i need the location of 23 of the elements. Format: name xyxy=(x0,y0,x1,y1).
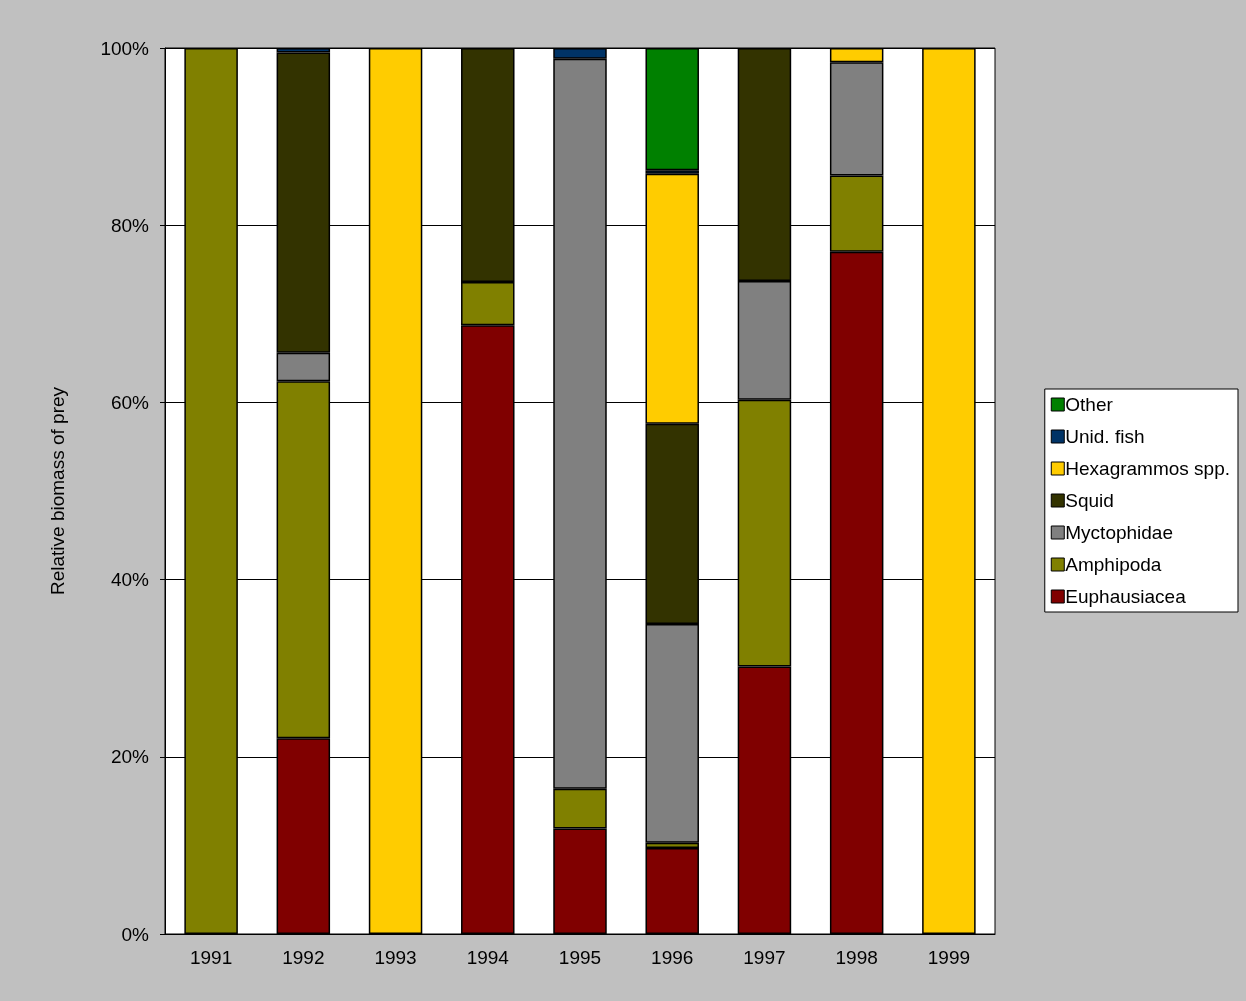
y-tick-label: 80% xyxy=(110,214,150,236)
legend-label: Unid. fish xyxy=(1065,426,1145,447)
x-tick-label: 1997 xyxy=(743,947,786,968)
x-tick-label: 1996 xyxy=(651,947,694,968)
x-tick-label: 1991 xyxy=(189,947,233,968)
x-tick-label: 1992 xyxy=(282,947,325,968)
x-tick-label: 1993 xyxy=(374,947,417,968)
y-tick-label: 0% xyxy=(121,923,150,945)
x-tick-label: 1995 xyxy=(558,947,602,968)
legend-label: Hexagrammos spp. xyxy=(1065,458,1231,479)
y-axis-title: Relative biomass of prey xyxy=(47,386,68,596)
legend-label: Amphipoda xyxy=(1065,554,1162,575)
legend-label: Euphausiacea xyxy=(1065,586,1187,607)
x-tick-label: 1998 xyxy=(835,947,878,968)
legend-label: Myctophidae xyxy=(1065,522,1174,543)
legend-label: Squid xyxy=(1065,490,1114,511)
y-tick-label: 60% xyxy=(110,391,150,413)
x-tick-label: 1994 xyxy=(466,947,510,968)
y-tick-label: 20% xyxy=(110,746,150,768)
x-tick-label: 1999 xyxy=(927,947,971,968)
y-tick-label: 100% xyxy=(100,37,150,59)
y-tick-label: 40% xyxy=(110,569,150,591)
legend-label: Other xyxy=(1065,394,1114,415)
